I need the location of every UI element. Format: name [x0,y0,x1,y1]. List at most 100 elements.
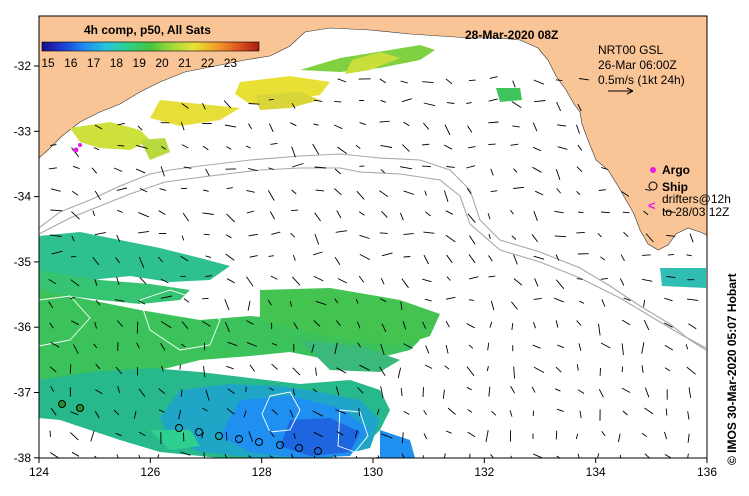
current-vector [269,387,274,391]
current-vector [268,123,274,132]
current-vector [576,124,580,134]
current-vector [380,344,385,356]
current-vector [225,253,235,261]
current-vector [70,279,80,287]
current-vector [246,189,255,193]
current-vector [291,276,301,286]
current-vector [291,146,296,158]
current-vector [664,431,668,440]
current-vector [557,124,567,127]
current-vector [160,321,172,329]
current-vector [205,389,210,401]
ship-marker [76,404,84,412]
current-vector [381,252,393,257]
current-vector [49,366,57,373]
current-vector [513,254,518,265]
current-vector [224,298,230,311]
x-tick-label: 126 [140,465,160,479]
current-vector [466,165,476,169]
current-vector [115,432,122,437]
current-vector [50,386,55,392]
current-vector [491,410,497,416]
current-vector [513,278,523,286]
current-vector [381,433,393,439]
current-vector [379,232,388,234]
current-vector [248,103,260,105]
colorbar-tick-label: 22 [201,56,215,70]
current-vector [403,343,413,349]
current-vector [575,433,579,440]
current-vector [92,210,96,217]
current-vector [620,254,625,262]
current-vector [116,234,121,242]
current-vector [576,231,585,234]
colorbar-gradient [41,41,260,52]
current-vector [445,78,453,85]
current-vector [467,431,476,438]
current-vector [622,211,630,214]
current-vector [557,344,565,349]
current-vector [69,297,76,300]
current-vector [136,144,148,149]
current-vector [645,188,651,191]
current-vector [617,433,621,443]
current-vector [224,453,228,458]
current-vector [115,366,123,375]
current-vector [445,234,456,243]
current-vector [183,166,192,169]
current-vector [270,275,278,280]
current-vector [469,276,479,280]
current-vector [490,168,494,176]
current-vector [447,407,456,415]
current-vector [400,388,403,396]
current-vector [180,343,186,348]
current-vector [51,250,63,255]
current-vector [313,99,323,102]
current-vector [160,342,166,351]
y-tick-label: -33 [14,124,32,138]
current-vector [663,322,673,328]
current-vector [379,190,389,197]
ship-marker [195,428,203,436]
current-vector [70,411,79,416]
current-vector [576,166,583,173]
current-vector [686,298,699,301]
current-vector [293,322,299,330]
current-vector [289,301,292,307]
current-vector [138,454,141,458]
current-vector [247,300,251,311]
current-vector [597,233,602,238]
current-vector [687,411,690,420]
current-vector [290,453,294,458]
current-vector [269,430,275,438]
current-vector [313,275,324,282]
current-vector [293,433,296,439]
current-vector [271,342,278,346]
current-vector [468,79,476,82]
current-vector [466,102,472,104]
current-vector [334,342,338,355]
current-vector [268,255,275,257]
current-vector [91,167,98,174]
current-vector [226,365,234,370]
current-vector [116,187,128,191]
current-vector [511,235,517,240]
current-vector [248,431,254,442]
current-vector [337,146,347,154]
current-vector [489,76,498,79]
current-vector [510,385,515,394]
current-vector [621,319,631,326]
current-vector [600,277,608,280]
current-vector [641,365,644,373]
drifter-legend-icon: < [648,198,656,213]
current-vector [403,190,415,195]
current-vector [71,451,80,457]
current-vector [576,320,582,326]
current-vector [466,187,472,195]
map-title: 28-Mar-2020 08Z [465,28,558,42]
current-vector [643,210,649,216]
current-vector [335,386,340,396]
current-vector [533,146,542,152]
legend-argo: Argo [662,163,690,177]
